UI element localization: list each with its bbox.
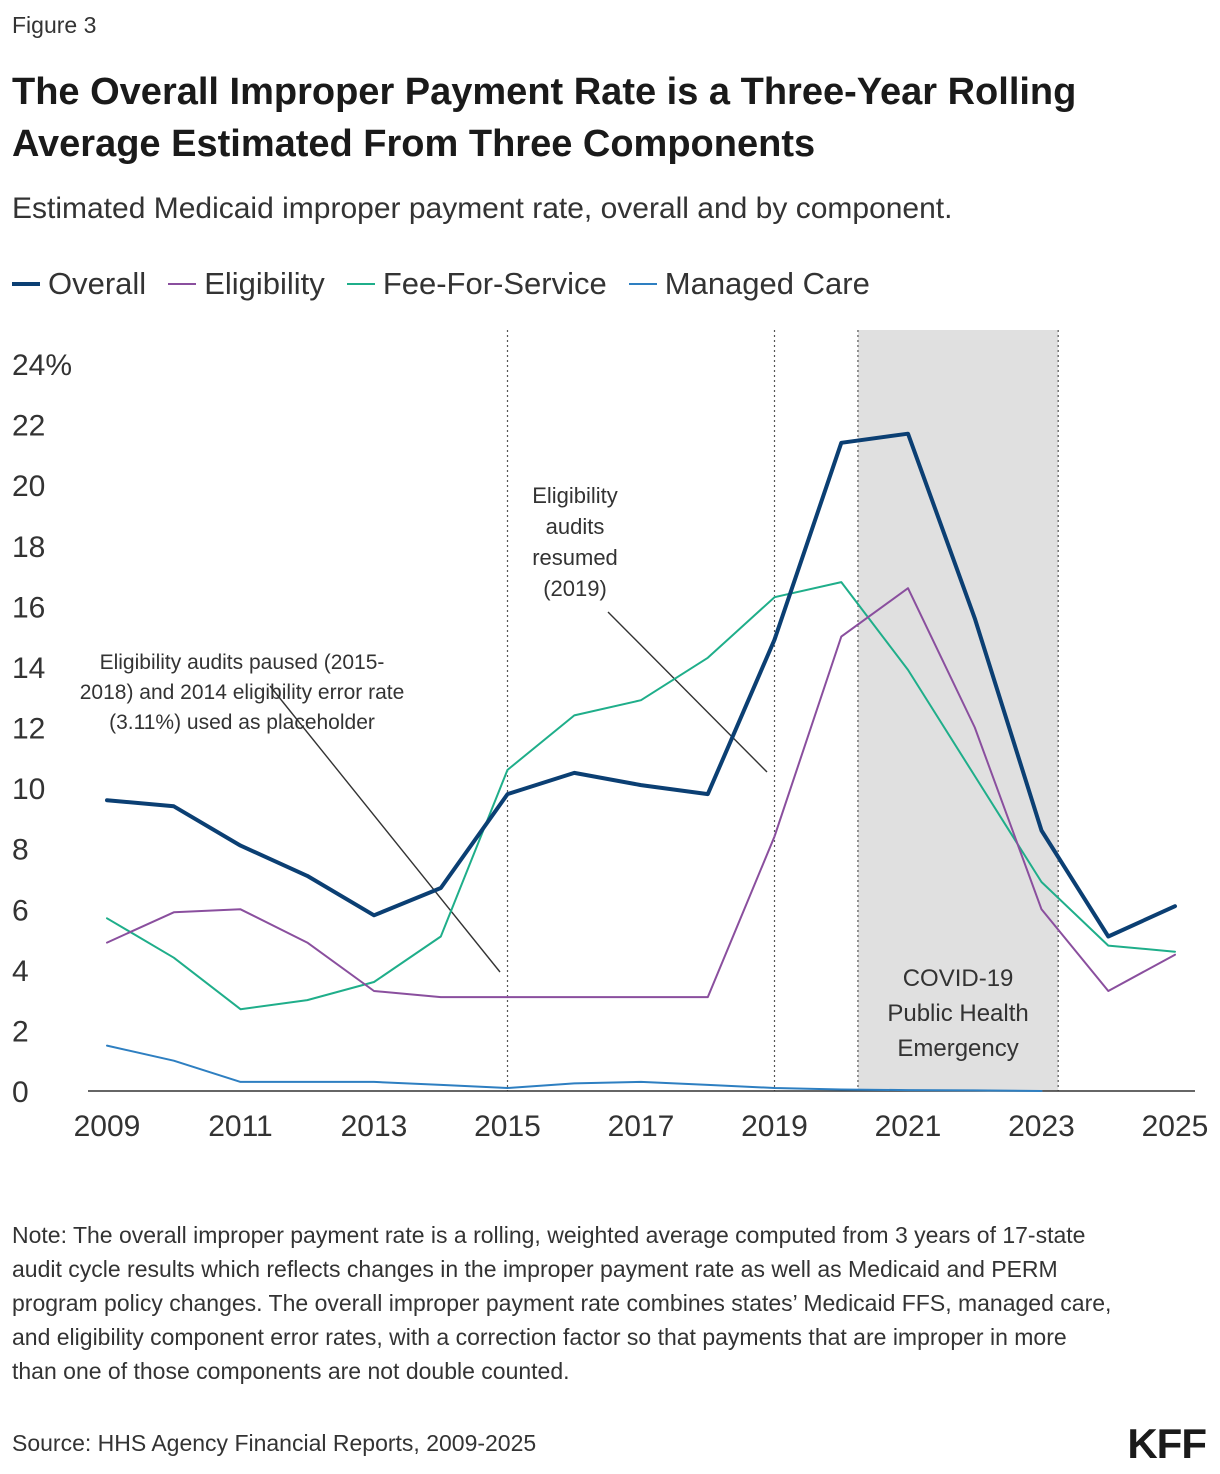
legend-item-managed-care: Managed Care [628, 266, 870, 302]
y-tick-label: 22 [12, 410, 45, 443]
x-tick-label: 2009 [74, 1110, 141, 1143]
covid-region-label-line: COVID-19 [903, 965, 1014, 992]
y-tick-label: 18 [12, 531, 45, 564]
covid-region-label-line: Public Health [887, 1000, 1028, 1027]
y-tick-label: 10 [12, 773, 45, 806]
annotation-paused-leader [269, 685, 501, 973]
series-line-managed-care [106, 1044, 1043, 1092]
annotation-layer: Eligibility audits paused (2015- 2018) an… [80, 483, 768, 973]
chart-subtitle: Estimated Medicaid improper payment rate… [12, 192, 953, 225]
figure-label: Figure 3 [12, 12, 97, 38]
legend-label-ffs: Fee-For-Service [382, 266, 607, 301]
series-line-overall [105, 431, 1177, 939]
y-tick-label: 24% [12, 349, 72, 382]
legend-swatch-ffs [346, 283, 375, 285]
chart-note: Note: The overall improper payment rate … [12, 1222, 1112, 1384]
legend: Overall Eligibility Fee-For-Service Mana… [12, 266, 892, 302]
annotation-resumed-line: (2019) [543, 576, 607, 601]
x-tick-label: 2013 [341, 1110, 408, 1143]
annotation-paused-line: 2018) and 2014 eligibility error rate [80, 681, 405, 704]
legend-item-eligibility: Eligibility [168, 266, 325, 302]
legend-item-ffs: Fee-For-Service [346, 266, 607, 302]
annotation-paused-line: Eligibility audits paused (2015- [100, 651, 385, 674]
y-tick-label: 12 [12, 713, 45, 746]
y-tick-label: 6 [12, 894, 29, 927]
y-tick-label: 8 [12, 834, 29, 867]
y-tick-label: 16 [12, 591, 45, 624]
x-tick-label: 2025 [1142, 1110, 1209, 1143]
y-tick-label: 4 [12, 955, 29, 988]
annotation-resumed-line: resumed [532, 545, 618, 570]
x-tick-label: 2015 [474, 1110, 541, 1143]
legend-swatch-overall [12, 282, 40, 286]
covid-shaded-region [857, 330, 1059, 1091]
y-tick-label: 14 [12, 652, 45, 685]
legend-label-overall: Overall [48, 266, 147, 301]
legend-swatch-managed-care [628, 283, 657, 285]
x-tick-label: 2011 [208, 1110, 273, 1143]
legend-swatch-eligibility [168, 283, 197, 285]
annotation-resumed-line: Eligibility [532, 483, 618, 508]
chart-source: Source: HHS Agency Financial Reports, 20… [12, 1430, 537, 1456]
x-tick-label: 2019 [741, 1110, 808, 1143]
vline-layer [506, 330, 776, 1091]
y-tick-label: 0 [12, 1076, 29, 1109]
shade-layer: COVID-19 Public Health Emergency [857, 330, 1059, 1091]
covid-region-label-line: Emergency [897, 1035, 1018, 1062]
series-layer [105, 431, 1177, 1092]
x-tick-label: 2017 [608, 1110, 675, 1143]
series-line-ffs [106, 581, 1176, 1011]
legend-label-managed-care: Managed Care [664, 266, 870, 301]
annotation-paused-line: (3.11%) used as placeholder [109, 711, 375, 734]
y-tick-label: 2 [12, 1015, 29, 1048]
legend-item-overall: Overall [12, 266, 146, 302]
x-tick-label: 2021 [875, 1110, 942, 1143]
legend-label-eligibility: Eligibility [204, 266, 325, 301]
annotation-resumed-line: audits [546, 514, 605, 539]
x-tick-label: 2023 [1008, 1110, 1075, 1143]
chart-title: The Overall Improper Payment Rate is a T… [12, 71, 1077, 165]
series-line-eligibility [106, 587, 1176, 999]
kff-logo: KFF [1127, 1420, 1207, 1467]
y-tick-label: 20 [12, 470, 45, 503]
annotation-resumed-leader [607, 611, 768, 773]
